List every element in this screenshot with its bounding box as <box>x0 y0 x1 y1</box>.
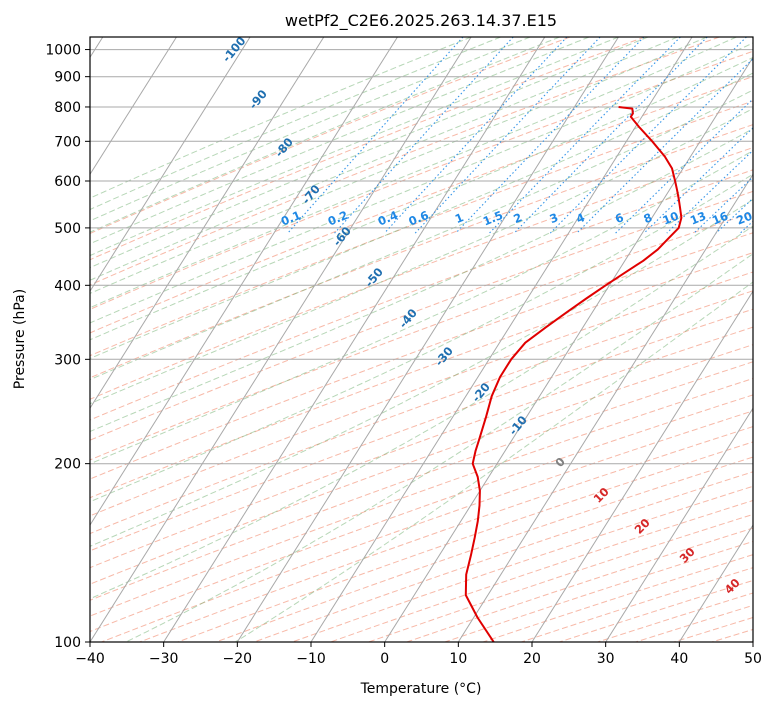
y-tick-label: 700 <box>54 134 81 150</box>
x-axis: −40 −30 −20 −10 0 10 20 30 40 50 <box>75 642 762 667</box>
dry-adiabat <box>90 377 753 617</box>
mixing-ratio-line <box>287 37 464 234</box>
dry-adiabat <box>90 124 753 379</box>
moist-adiabat <box>90 37 649 269</box>
x-tick-label: 40 <box>670 651 688 667</box>
y-tick-label: 500 <box>54 221 81 237</box>
x-tick-label: −40 <box>75 651 105 667</box>
sounding-profiles <box>464 106 683 642</box>
isotherm <box>90 37 325 410</box>
isotherm <box>605 407 753 642</box>
y-tick-label: 1000 <box>45 43 81 59</box>
isotherm <box>90 37 398 526</box>
sounding-profile-line <box>464 106 683 642</box>
moist-adiabat <box>90 37 560 233</box>
dry-adiabat <box>90 252 753 499</box>
x-tick-label: −20 <box>223 651 253 667</box>
moist-adiabat <box>90 37 472 199</box>
x-tick-label: 30 <box>597 651 615 667</box>
chart-title: wetPf2_C2E6.2025.263.14.37.E15 <box>285 11 557 31</box>
y-tick-label: 200 <box>54 457 81 473</box>
dry-adiabat <box>90 290 753 535</box>
mixing-ratio-line <box>384 37 568 234</box>
mixing-ratio-label: 10 <box>661 209 681 228</box>
moist-adiabat <box>90 37 737 309</box>
moist-adiabat <box>234 281 753 642</box>
moist-adiabat <box>90 128 753 433</box>
moist-adiabat <box>90 42 753 324</box>
mixing-ratio-line <box>334 37 514 234</box>
dry-adiabat <box>90 190 753 441</box>
mixing-ratio-label: 13 <box>688 209 708 228</box>
isotherm <box>90 37 177 176</box>
moist-adiabat <box>125 253 753 642</box>
moist-adiabat <box>90 37 678 281</box>
moist-adiabat <box>90 72 753 360</box>
moist-adiabat <box>90 37 619 257</box>
mixing-ratio-label: 20 <box>734 209 754 228</box>
dry-adiabat <box>90 147 753 400</box>
moist-adiabat <box>90 173 753 503</box>
y-tick-label: 900 <box>54 70 81 86</box>
x-tick-label: −30 <box>149 651 179 667</box>
isotherm <box>531 290 753 642</box>
plot-frame <box>89 36 754 643</box>
isotherm <box>163 37 546 642</box>
y-tick-label: 600 <box>54 174 81 190</box>
dry-adiabat <box>90 326 753 569</box>
isotherm <box>236 37 619 642</box>
moist-adiabat <box>90 89 753 381</box>
y-axis: 100 200 300 400 500 600 700 800 900 1000 <box>45 43 90 651</box>
x-tick-label: 50 <box>744 651 762 667</box>
mixing-ratio-line <box>549 37 747 234</box>
isotherm <box>90 37 251 293</box>
x-tick-label: −10 <box>296 651 326 667</box>
y-tick-label: 400 <box>54 278 81 294</box>
dry-adiabat <box>90 394 753 633</box>
y-tick-label: 100 <box>54 635 81 651</box>
mixing-ratio-line <box>666 149 753 234</box>
mixing-ratio-line <box>455 37 645 234</box>
background-lines <box>90 37 753 642</box>
dry-adiabat <box>90 76 753 334</box>
y-tick-label: 800 <box>54 100 81 116</box>
dry-adiabat <box>90 37 571 235</box>
mixing-ratio-label: 16 <box>710 209 730 228</box>
moist-adiabat <box>90 56 753 341</box>
dry-adiabat <box>90 37 645 261</box>
x-tick-label: 0 <box>380 651 389 667</box>
dry-adiabat <box>90 37 720 286</box>
y-tick-label: 300 <box>54 352 81 368</box>
moist-adiabat <box>90 37 590 245</box>
isotherm <box>457 173 753 642</box>
isotherm <box>310 37 693 642</box>
dry-adiabat <box>90 100 753 357</box>
x-tick-label: 10 <box>449 651 467 667</box>
isotherm <box>384 56 753 642</box>
x-tick-label: 20 <box>523 651 541 667</box>
mixing-ratio-line <box>513 37 708 234</box>
moist-adiabat <box>90 150 753 465</box>
x-axis-label: Temperature (°C) <box>360 681 482 697</box>
isotherm <box>90 37 472 642</box>
y-axis-label: Pressure (hPa) <box>12 289 28 389</box>
moist-adiabat <box>90 37 708 295</box>
isotherm <box>678 524 753 642</box>
moist-adiabat <box>90 37 501 211</box>
dry-adiabat <box>90 232 753 480</box>
moist-adiabat <box>90 107 753 405</box>
mixing-ratio-line <box>414 37 601 234</box>
